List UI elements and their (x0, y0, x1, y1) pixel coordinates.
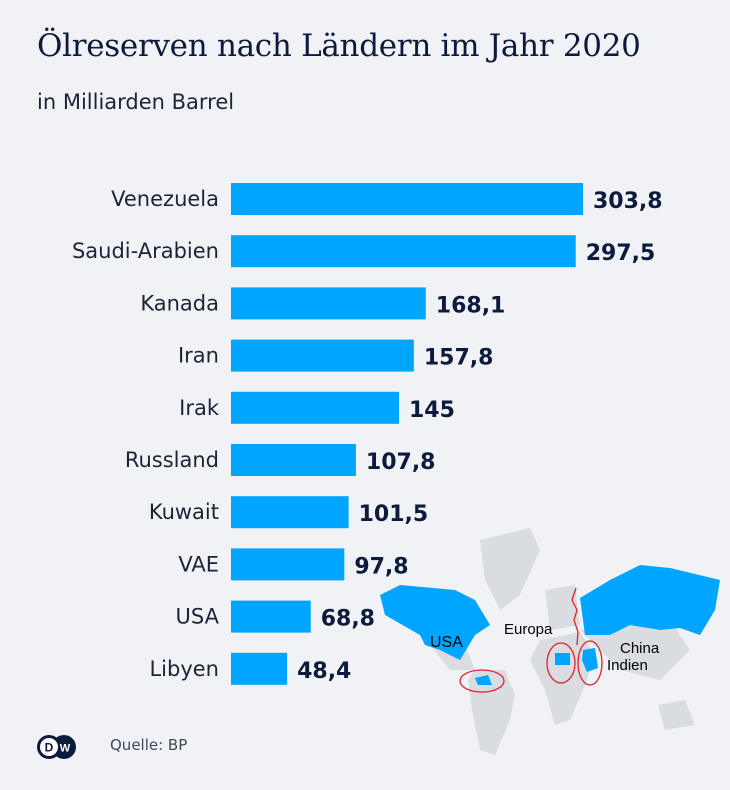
dw-logo: D W (37, 735, 76, 759)
bar-usa (231, 600, 311, 633)
bar-iran (231, 339, 414, 372)
map-libya (555, 653, 570, 665)
bar-saudi-arabien (231, 235, 576, 268)
map-label-china: China (620, 640, 660, 657)
bar-kanada (231, 287, 426, 320)
map-label-europa: Europa (504, 621, 553, 638)
value-label: 168,1 (436, 293, 506, 318)
map-label-indien: Indien (607, 657, 648, 674)
category-label: Iran (178, 344, 219, 368)
chart-subtitle: in Milliarden Barrel (37, 90, 235, 114)
category-label: Kanada (140, 291, 219, 315)
map-russia (580, 565, 720, 635)
map-arabia (582, 648, 598, 672)
bar-vae (231, 548, 345, 581)
map-annotations (459, 587, 603, 693)
bar-venezuela (231, 183, 583, 215)
svg-text:D: D (45, 741, 54, 755)
svg-text:W: W (60, 743, 71, 755)
category-label: Irak (179, 396, 220, 420)
category-label: Kuwait (149, 500, 219, 524)
value-label: 303,8 (593, 189, 663, 214)
category-label: USA (176, 605, 220, 629)
value-label: 48,4 (297, 659, 351, 684)
category-label: Venezuela (111, 187, 219, 211)
category-label: Saudi-Arabien (72, 239, 219, 263)
category-label: VAE (178, 552, 219, 576)
category-label: Russland (125, 448, 219, 472)
bar-kuwait (231, 496, 349, 529)
map-north-america (380, 585, 490, 660)
bar-irak (231, 391, 400, 424)
category-label: Libyen (149, 657, 219, 681)
value-label: 157,8 (424, 346, 494, 371)
value-label: 107,8 (366, 450, 436, 475)
world-map: USA Europa China Indien (380, 528, 720, 755)
value-label: 145 (409, 398, 455, 423)
value-label: 297,5 (586, 241, 656, 266)
value-label: 68,8 (321, 607, 375, 632)
map-label-usa: USA (430, 634, 463, 651)
map-venezuela (475, 675, 492, 685)
chart-title: Ölreserven nach Ländern im Jahr 2020 (37, 28, 641, 64)
bar-libyen (231, 652, 288, 685)
value-label: 101,5 (359, 502, 429, 527)
source-note: Quelle: BP (110, 736, 188, 754)
map-highlight-countries (380, 565, 720, 685)
bar-russland (231, 444, 356, 476)
value-label: 97,8 (354, 554, 408, 579)
